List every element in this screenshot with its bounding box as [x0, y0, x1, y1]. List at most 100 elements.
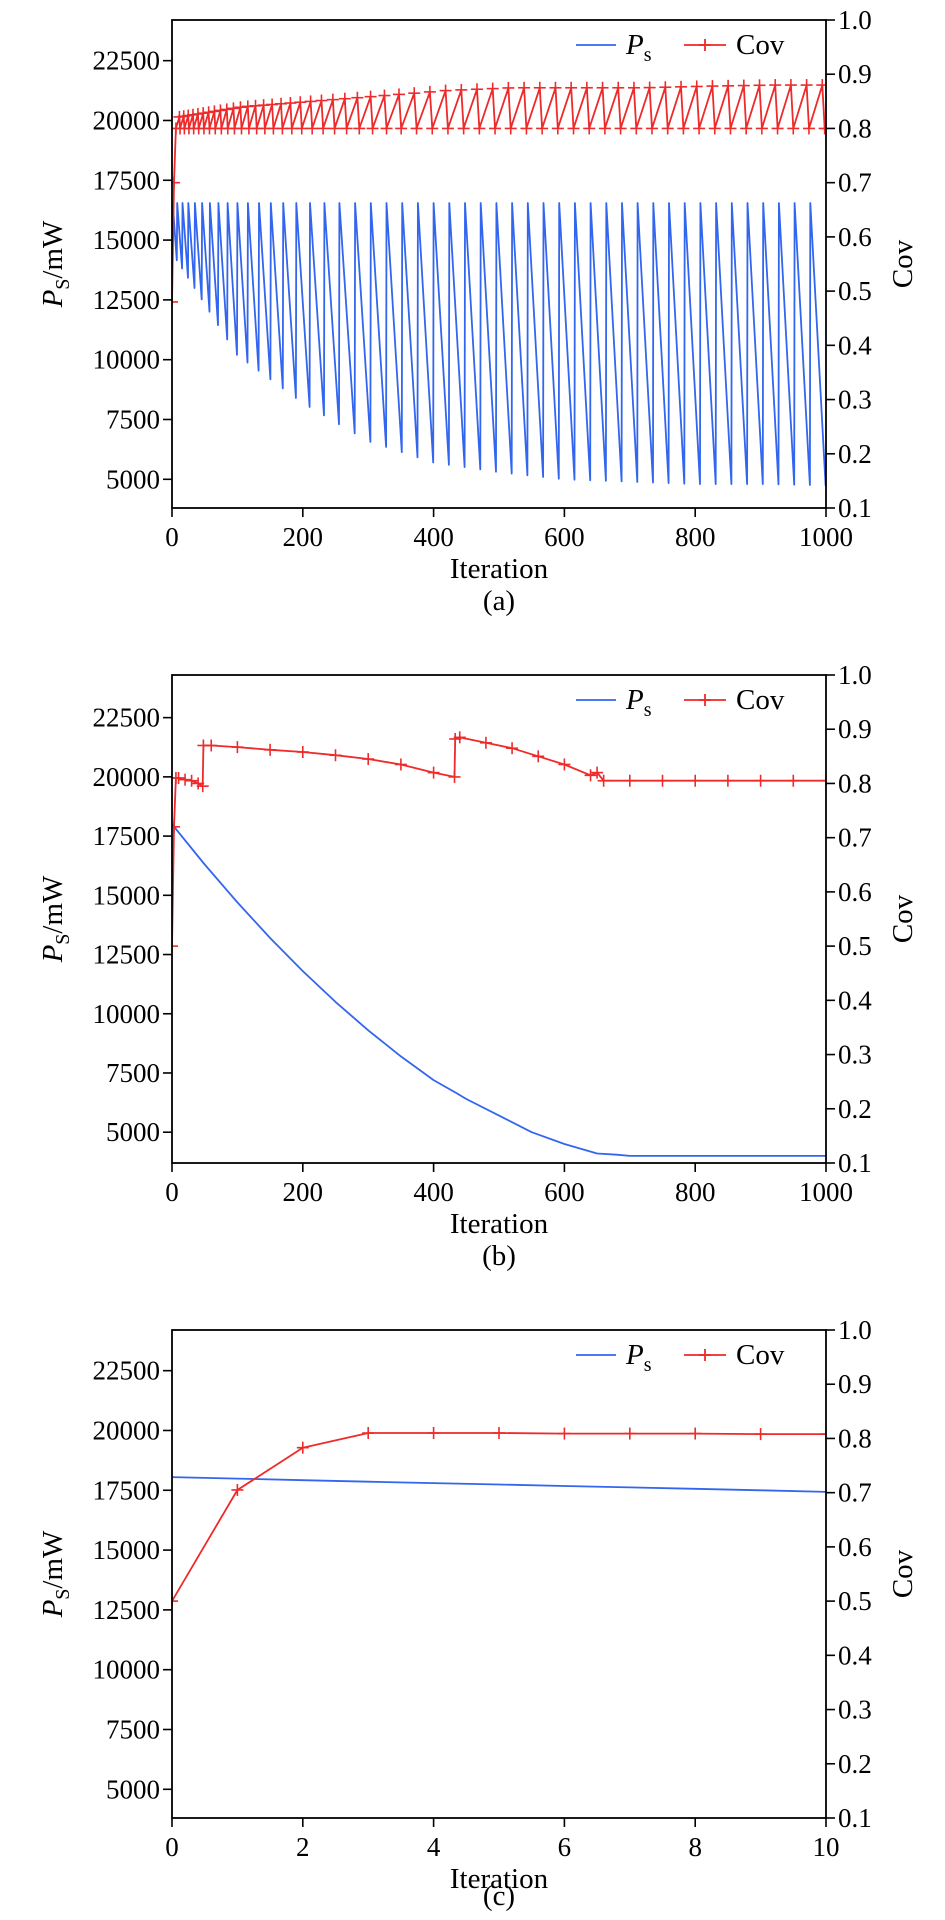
series-markers-cov [172, 79, 826, 308]
y-left-tick-label: 15000 [93, 880, 161, 910]
series-markers-cov [172, 1427, 826, 1608]
x-tick-label: 400 [413, 522, 454, 552]
series-line-cov [172, 736, 826, 947]
y-left-tick-label: 15000 [93, 1535, 161, 1565]
y-left-tick-label: 12500 [93, 940, 161, 970]
x-tick-label: 2 [296, 1832, 310, 1862]
y-right-tick-label: 1.0 [838, 1315, 872, 1345]
y-right-axis-label: Cov [887, 239, 919, 288]
x-tick-label: 0 [165, 1177, 179, 1207]
x-tick-label: 4 [427, 1832, 441, 1862]
x-tick-label: 800 [675, 522, 716, 552]
y-left-tick-label: 5000 [106, 1774, 160, 1804]
y-right-tick-label: 0.2 [838, 439, 872, 469]
y-left-tick-label: 17500 [93, 165, 161, 195]
y-right-tick-label: 1.0 [838, 5, 872, 35]
x-tick-label: 600 [544, 1177, 585, 1207]
y-right-tick-label: 0.5 [838, 276, 872, 306]
x-tick-label: 600 [544, 522, 585, 552]
y-left-tick-label: 22500 [93, 46, 161, 76]
legend: Ps Cov [576, 1339, 785, 1376]
y-right-tick-label: 0.3 [838, 385, 872, 415]
x-tick-label: 6 [558, 1832, 572, 1862]
chart-panel-2: 0 200 400 600 800 1000 5000 7500 10000 12500 15000… [37, 660, 919, 1272]
y-right-tick-label: 0.8 [838, 1423, 872, 1453]
y-left-tick-label: 10000 [93, 999, 161, 1029]
chart-panel-1: 0 200 400 600 800 1000 5000 7500 10000 12500 15000… [37, 5, 919, 617]
y-right-tick-label: 0.8 [838, 768, 872, 798]
y-right-tick-label: 0.4 [838, 1640, 872, 1670]
legend-label-ps: Ps [625, 29, 652, 66]
x-tick-label: 400 [413, 1177, 454, 1207]
y-left-axis-label: PS/mW [37, 875, 74, 963]
y-left-tick-label: 10000 [93, 1655, 161, 1685]
y-right-tick-label: 1.0 [838, 660, 872, 690]
y-right-tick-label: 0.9 [838, 1369, 872, 1399]
y-right-tick-label: 0.2 [838, 1749, 872, 1779]
panel-label: (a) [483, 585, 515, 617]
x-tick-label: 1000 [799, 1177, 853, 1207]
series-markers-cov [172, 731, 826, 953]
y-left-tick-label: 5000 [106, 464, 160, 494]
series-line-ps [172, 1476, 826, 1493]
y-right-tick-label: 0.6 [838, 877, 872, 907]
chart-panel-3: 0 2 4 6 8 10 5000 7500 10000 12500 15000 17500 20000… [37, 1315, 919, 1912]
y-right-axis-label: Cov [887, 1549, 919, 1598]
plot-area [172, 731, 826, 1157]
legend: Ps Cov [576, 29, 785, 66]
x-tick-label: 800 [675, 1177, 716, 1207]
y-left-tick-label: 15000 [93, 225, 161, 255]
y-right-tick-label: 0.6 [838, 222, 872, 252]
plot-frame [171, 1329, 827, 1819]
y-right-tick-label: 0.5 [838, 1586, 872, 1616]
y-left-tick-label: 17500 [93, 821, 161, 851]
legend-label-ps: Ps [625, 1339, 652, 1376]
x-axis-label: Iteration [450, 1208, 549, 1240]
y-left-axis-label: PS/mW [37, 1530, 74, 1618]
y-right-tick-label: 0.7 [838, 1478, 872, 1508]
x-axis-label: Iteration [450, 1863, 549, 1895]
y-left-tick-label: 22500 [93, 1356, 161, 1386]
legend: Ps Cov [576, 684, 785, 721]
y-right-tick-label: 0.9 [838, 714, 872, 744]
y-right-tick-label: 0.1 [838, 1148, 872, 1178]
y-right-tick-label: 0.8 [838, 113, 872, 143]
y-left-tick-label: 17500 [93, 1475, 161, 1505]
x-tick-label: 1000 [799, 522, 853, 552]
series-line-cov [172, 84, 826, 303]
y-right-tick-label: 0.4 [838, 985, 872, 1015]
y-right-tick-label: 0.6 [838, 1532, 872, 1562]
y-left-tick-label: 7500 [106, 1058, 160, 1088]
plot-area [172, 79, 826, 487]
y-left-tick-label: 22500 [93, 703, 161, 733]
panel-label: (c) [483, 1880, 515, 1912]
y-left-tick-label: 12500 [93, 1595, 161, 1625]
y-right-tick-label: 0.9 [838, 59, 872, 89]
series-line-ps [172, 823, 826, 1157]
series-line-cov [172, 1432, 826, 1602]
y-right-tick-label: 0.5 [838, 931, 872, 961]
x-tick-label: 8 [688, 1832, 702, 1862]
y-right-tick-label: 0.3 [838, 1695, 872, 1725]
legend-label-cov: Cov [736, 1339, 785, 1371]
y-right-tick-label: 0.7 [838, 168, 872, 198]
y-right-axis-label: Cov [887, 894, 919, 943]
y-left-tick-label: 10000 [93, 345, 161, 375]
x-tick-label: 200 [283, 1177, 324, 1207]
legend-label-cov: Cov [736, 684, 785, 716]
legend-label-cov: Cov [736, 29, 785, 61]
plot-area [172, 1427, 826, 1608]
x-tick-label: 200 [283, 522, 324, 552]
legend-label-ps: Ps [625, 684, 652, 721]
plot-frame [171, 19, 827, 509]
y-right-tick-label: 0.2 [838, 1094, 872, 1124]
y-right-tick-label: 0.1 [838, 1803, 872, 1833]
y-right-tick-label: 0.4 [838, 330, 872, 360]
plot-frame [171, 674, 827, 1164]
x-tick-label: 10 [813, 1832, 840, 1862]
y-left-tick-label: 12500 [93, 285, 161, 315]
y-right-tick-label: 0.3 [838, 1040, 872, 1070]
series-line-ps [172, 202, 826, 487]
y-left-tick-label: 7500 [106, 1714, 160, 1744]
